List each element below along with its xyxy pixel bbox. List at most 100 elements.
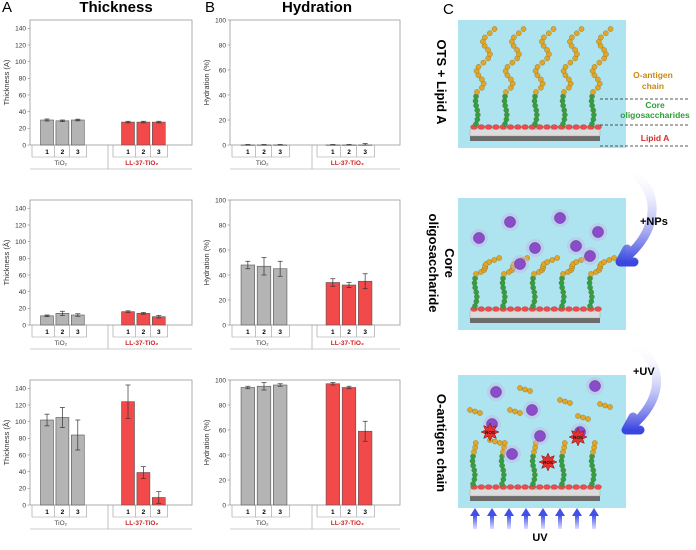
chart-a1-cat-0-1: 2 xyxy=(61,149,65,156)
chart-b2-cat-1-0: 1 xyxy=(331,329,335,336)
m2-lipid-1 xyxy=(477,306,485,312)
row-label-2-line-2: oligosaccharide xyxy=(426,214,441,313)
m3-ots-layer xyxy=(469,488,601,497)
chart-a3-group-label-1: LL-37-TiO₂ xyxy=(125,520,158,527)
r3-core-4-bead-5 xyxy=(588,458,595,464)
r3-np-0-core xyxy=(490,386,502,398)
m2-lipid-9 xyxy=(536,306,544,312)
chart-a2-group-label-0: TiO₂ xyxy=(54,340,67,347)
schematic-molecules: ROS ROS ROS xyxy=(467,26,617,529)
r1-core-3-bead-0 xyxy=(560,121,566,127)
chart-a1-ytick-label-7: 140 xyxy=(15,26,26,33)
chart-b1-cat-0-0: 1 xyxy=(246,149,250,156)
ros-burst-1 xyxy=(568,427,588,447)
chart-a2-cat-0-2: 3 xyxy=(76,329,80,336)
r2-oa-2-bead-0 xyxy=(531,271,537,277)
r2-oa-3-bead-0 xyxy=(560,271,566,277)
r1-core-3-bead-5 xyxy=(559,98,566,104)
m2-lipid-15 xyxy=(579,306,588,312)
chart-b2-ytick-label-5: 100 xyxy=(215,197,226,204)
r1-oa-3-bead-0 xyxy=(561,89,567,95)
chart-b3-frame xyxy=(229,379,401,506)
chart-a2-cat-1-0: 1 xyxy=(126,329,130,336)
chart-b3-ytick-label-5: 100 xyxy=(215,377,226,384)
r3-core-1-bead-3 xyxy=(500,467,506,473)
r1-oa-2-bead-14 xyxy=(546,30,552,36)
r1-core-2-bead-3 xyxy=(533,107,539,113)
panel-a-title: Thickness xyxy=(79,0,152,16)
r1-oa-1-bead-14 xyxy=(516,30,522,36)
r3-frag-5-bead-2 xyxy=(477,410,483,416)
r3-oa-4-bead-0 xyxy=(590,449,596,455)
uv-arrow-shaft-2 xyxy=(507,515,511,529)
chart-b1-group-label-1: LL-37-TiO₂ xyxy=(331,160,364,167)
chart-a2-cat-1-2: 3 xyxy=(157,329,161,336)
chart-b2-ytick-label-4: 80 xyxy=(219,222,227,229)
r1-core-2-bead-5 xyxy=(531,98,538,104)
r1-core-4-bead-4 xyxy=(589,102,595,109)
panel-b-letter: B xyxy=(205,0,215,16)
chart-a1: 0 20 40 60 80 100 120 140 Thickness (A) 1 2 3 TiO₂ 1 2… xyxy=(2,19,193,170)
ros-label-1: ROS xyxy=(573,435,583,440)
r3-core-4-bead-0 xyxy=(589,481,595,487)
chart-b1: 0 20 40 60 80 100 Hydration (%) 1 2 3 TiO₂ 1 2 3 LL-37… xyxy=(202,17,401,170)
r1-core-3-bead-4 xyxy=(560,102,566,109)
r1-oa-2-bead-3 xyxy=(538,76,544,83)
m1-lipid-1 xyxy=(477,124,485,130)
r3-core-2-bead-3 xyxy=(531,467,537,473)
chart-a3-frame xyxy=(29,379,193,506)
r1-core-2-bead-1 xyxy=(533,116,540,123)
chart-a1-ylabel: Thickness (A) xyxy=(2,59,11,105)
r3-frag-5-bead-0 xyxy=(467,407,473,413)
chart-b2-cat-0-0: 1 xyxy=(246,329,250,336)
r1-core-1-bead-1 xyxy=(503,116,510,123)
r3-core-1-bead-4 xyxy=(499,462,505,469)
r2-core-0-bead-0 xyxy=(472,303,478,309)
chart-a3-ytick-label-3: 60 xyxy=(19,452,27,459)
uv-arrow-head-2 xyxy=(504,508,514,516)
chart-b1-ytick-label-4: 80 xyxy=(219,42,227,49)
m3-substrate xyxy=(470,496,600,501)
chart-a1-frame xyxy=(29,19,193,146)
m2-lipid-5 xyxy=(506,306,515,312)
ros-burst-2 xyxy=(538,452,558,472)
r2-core-1-bead-0 xyxy=(500,303,506,309)
r3-core-4-bead-1 xyxy=(590,476,597,483)
r1-oa-0-bead-3 xyxy=(479,76,485,83)
r3-frag-0-bead-2 xyxy=(527,388,533,394)
r1-oa-3-bead-15 xyxy=(578,26,585,32)
r3-frag-3-bead-1 xyxy=(580,414,586,421)
r3-core-0-bead-0 xyxy=(470,481,476,487)
chart-b1-cat-1-0: 1 xyxy=(331,149,335,156)
r1-core-1-bead-3 xyxy=(503,107,509,113)
chart-b3-cat-1-1: 2 xyxy=(347,509,351,516)
chart-a1-bar-0-0 xyxy=(40,119,54,146)
uv-arrow-shaft-3 xyxy=(524,515,528,529)
r3-core-3-bead-4 xyxy=(559,462,565,469)
chart-a3-bar-0-1 xyxy=(55,417,70,506)
chart-b1-cat-0-2: 3 xyxy=(278,149,282,156)
r1-core-0-bead-5 xyxy=(472,98,479,104)
row-label-3: O-antigen chain xyxy=(434,394,449,492)
r2-oa-0-bead-6 xyxy=(486,259,493,265)
chart-a1-ytick-label-4: 80 xyxy=(19,76,27,83)
panel-c-letter: C xyxy=(443,1,454,18)
r3-frag-0-bead-1 xyxy=(522,386,528,393)
uv-arrow-head-1 xyxy=(487,508,497,516)
chart-b3-cat-0-1: 2 xyxy=(262,509,266,516)
chart-b1-cat-1-2: 3 xyxy=(363,149,367,156)
r3-core-3-bead-1 xyxy=(560,476,567,483)
chart-b2-cat-0-1: 2 xyxy=(262,329,266,336)
r1-oa-3-bead-3 xyxy=(566,76,572,83)
chart-b3-bar-1-2 xyxy=(358,430,373,506)
arrow-nps-label: +NPs xyxy=(640,216,668,228)
chart-a3-ytick-label-1: 20 xyxy=(19,486,27,493)
r3-frag-1-bead-1 xyxy=(562,398,568,405)
m1-lipid-3 xyxy=(492,124,500,130)
r3-oa-2-bead-0 xyxy=(531,449,537,455)
chart-b1-cat-1-1: 2 xyxy=(347,149,351,156)
chart-b3-group-label-1: LL-37-TiO₂ xyxy=(331,520,364,527)
chart-a3-ytick-label-5: 100 xyxy=(15,419,26,426)
schematic-panel-c: ROS ROS ROS O-antigen chain Core oligosaccha… xyxy=(458,20,690,544)
row-label-2-line-1: Core xyxy=(442,248,457,278)
